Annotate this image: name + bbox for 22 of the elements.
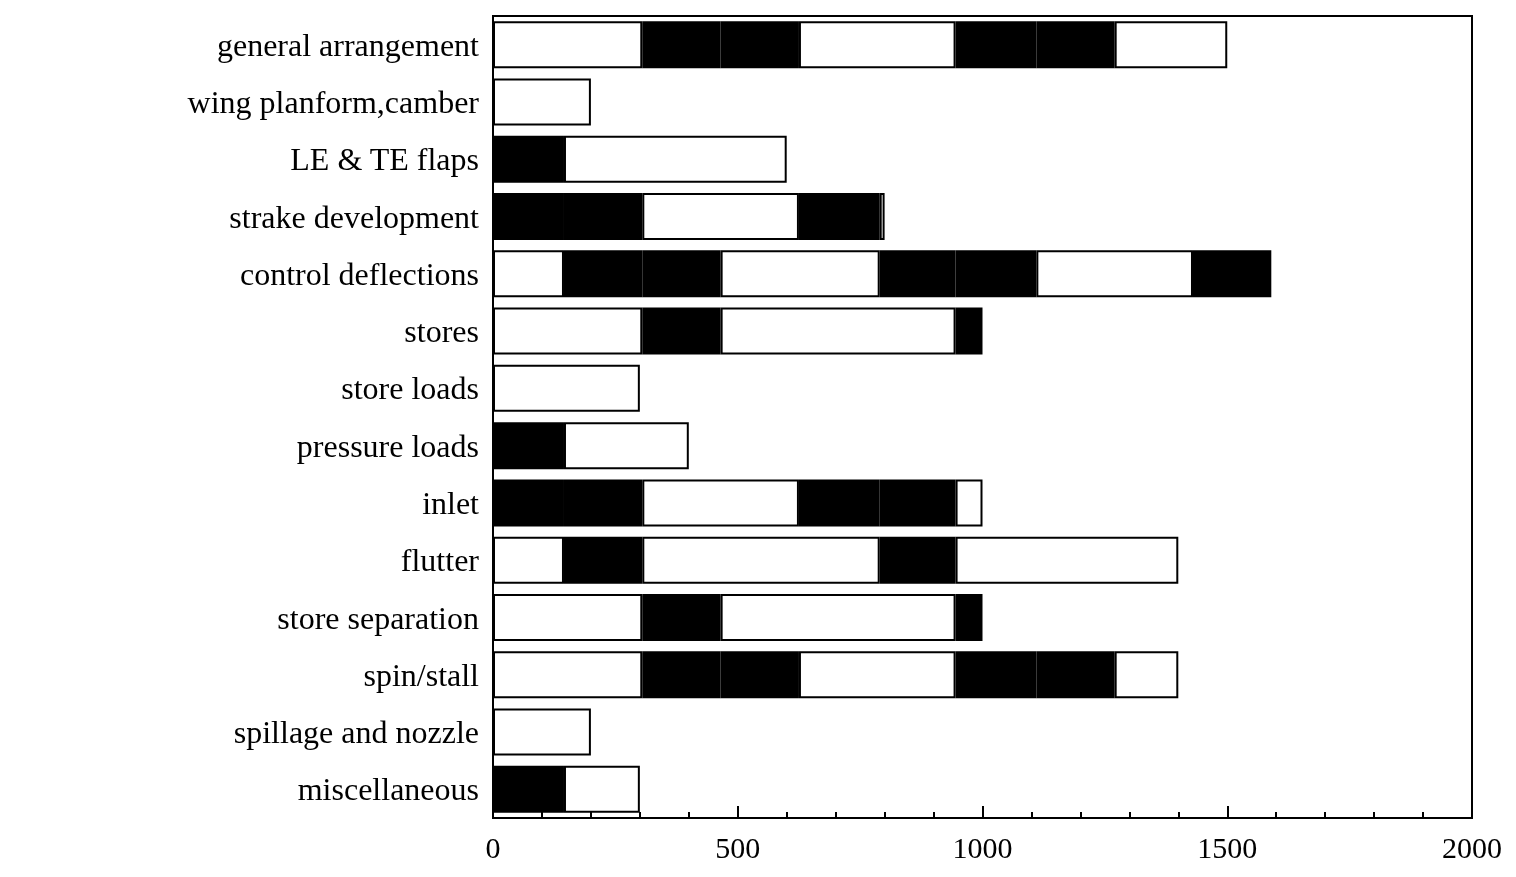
y-tick-label: store loads bbox=[341, 370, 479, 407]
x-tick-label: 1500 bbox=[1197, 830, 1258, 864]
y-tick-label: spillage and nozzle bbox=[233, 714, 479, 751]
y-tick-label: control deflections bbox=[239, 255, 479, 292]
y-tick-label: store separation bbox=[277, 599, 479, 636]
y-tick-label: miscellaneous bbox=[297, 771, 479, 808]
y-tick-label: wing planform,camber bbox=[187, 83, 480, 120]
y-tick-label: stores bbox=[404, 313, 479, 350]
bar bbox=[493, 364, 640, 412]
y-tick-label: flutter bbox=[400, 542, 480, 579]
y-tick-label: spin/stall bbox=[363, 656, 480, 693]
x-tick-label: 2000 bbox=[1442, 830, 1502, 864]
y-tick-label: strake development bbox=[229, 198, 480, 235]
bar bbox=[493, 708, 591, 756]
x-tick-label: 500 bbox=[715, 830, 761, 864]
y-tick-label: inlet bbox=[422, 484, 480, 521]
x-tick-label: 1000 bbox=[952, 830, 1013, 864]
y-tick-label: pressure loads bbox=[296, 427, 479, 464]
bar bbox=[493, 78, 591, 126]
y-tick-label: LE & TE flaps bbox=[290, 141, 479, 178]
y-tick-label: general arrangement bbox=[216, 26, 480, 63]
x-tick-label: 0 bbox=[485, 830, 501, 864]
